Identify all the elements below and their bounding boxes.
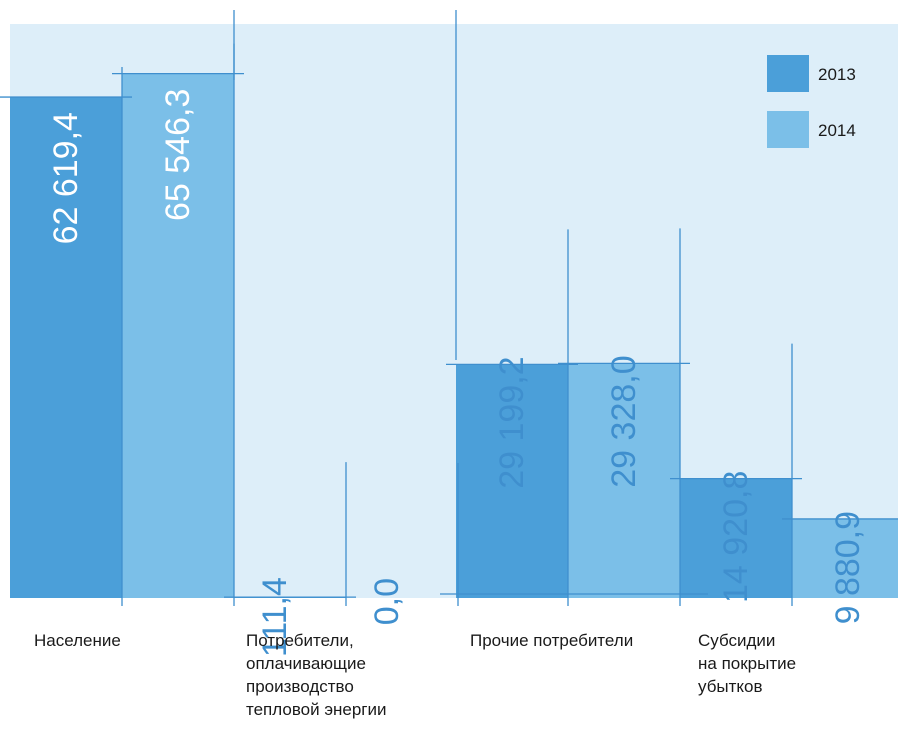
category-label-line: Население bbox=[34, 631, 121, 650]
category-label-line: Потребители, bbox=[246, 631, 354, 650]
value-label-cat2-s2014: 29 328,0 bbox=[605, 355, 643, 487]
value-label-cat0-s2014: 65 546,3 bbox=[159, 89, 197, 221]
value-label-cat1-s2013: 111,4 bbox=[256, 577, 294, 657]
category-label-line: оплачивающие bbox=[246, 654, 366, 673]
bar-cat3-s2014 bbox=[792, 518, 898, 598]
bar-cat3-s2013 bbox=[680, 478, 792, 598]
legend-swatch-2013 bbox=[767, 55, 809, 92]
category-label-2: Прочие потребители bbox=[470, 629, 633, 652]
category-label-line: Субсидии bbox=[698, 631, 776, 650]
bar-cat0-s2013 bbox=[10, 97, 122, 598]
category-label-line: Прочие потребители bbox=[470, 631, 634, 650]
category-label-0: Население bbox=[34, 629, 121, 652]
category-label-line: на покрытие bbox=[698, 654, 797, 673]
value-label-cat3-s2014: 9 880,9 bbox=[829, 511, 867, 624]
category-label-line: тепловой энергии bbox=[246, 700, 387, 719]
bar-cat2-s2014 bbox=[568, 363, 680, 598]
legend-label-2013: 2013 bbox=[818, 65, 856, 84]
leader-lines-layer bbox=[0, 10, 898, 606]
category-label-3: Субсидии на покрытие убытков bbox=[698, 629, 796, 698]
legend-swatch-2014 bbox=[767, 111, 809, 148]
bar-cat2-s2013 bbox=[456, 364, 568, 598]
value-label-cat0-s2013: 62 619,4 bbox=[47, 112, 85, 244]
value-labels-layer: 62 619,4 111,4 29 199,2 14 920,8 65 546,3 0,0… bbox=[47, 89, 867, 658]
value-label-cat2-s2013: 29 199,2 bbox=[493, 356, 531, 488]
legend: 2013 2014 bbox=[767, 55, 856, 148]
value-label-cat1-s2014: 0,0 bbox=[368, 578, 406, 625]
bar-cat0-s2014 bbox=[122, 73, 234, 599]
category-label-line: убытков bbox=[698, 677, 763, 696]
bars-layer bbox=[10, 73, 898, 599]
category-label-1: Потребители, оплачивающие производство тепл… bbox=[246, 629, 387, 721]
category-label-line: производство bbox=[246, 677, 354, 696]
value-label-cat3-s2013: 14 920,8 bbox=[717, 471, 755, 603]
legend-label-2014: 2014 bbox=[818, 121, 856, 140]
